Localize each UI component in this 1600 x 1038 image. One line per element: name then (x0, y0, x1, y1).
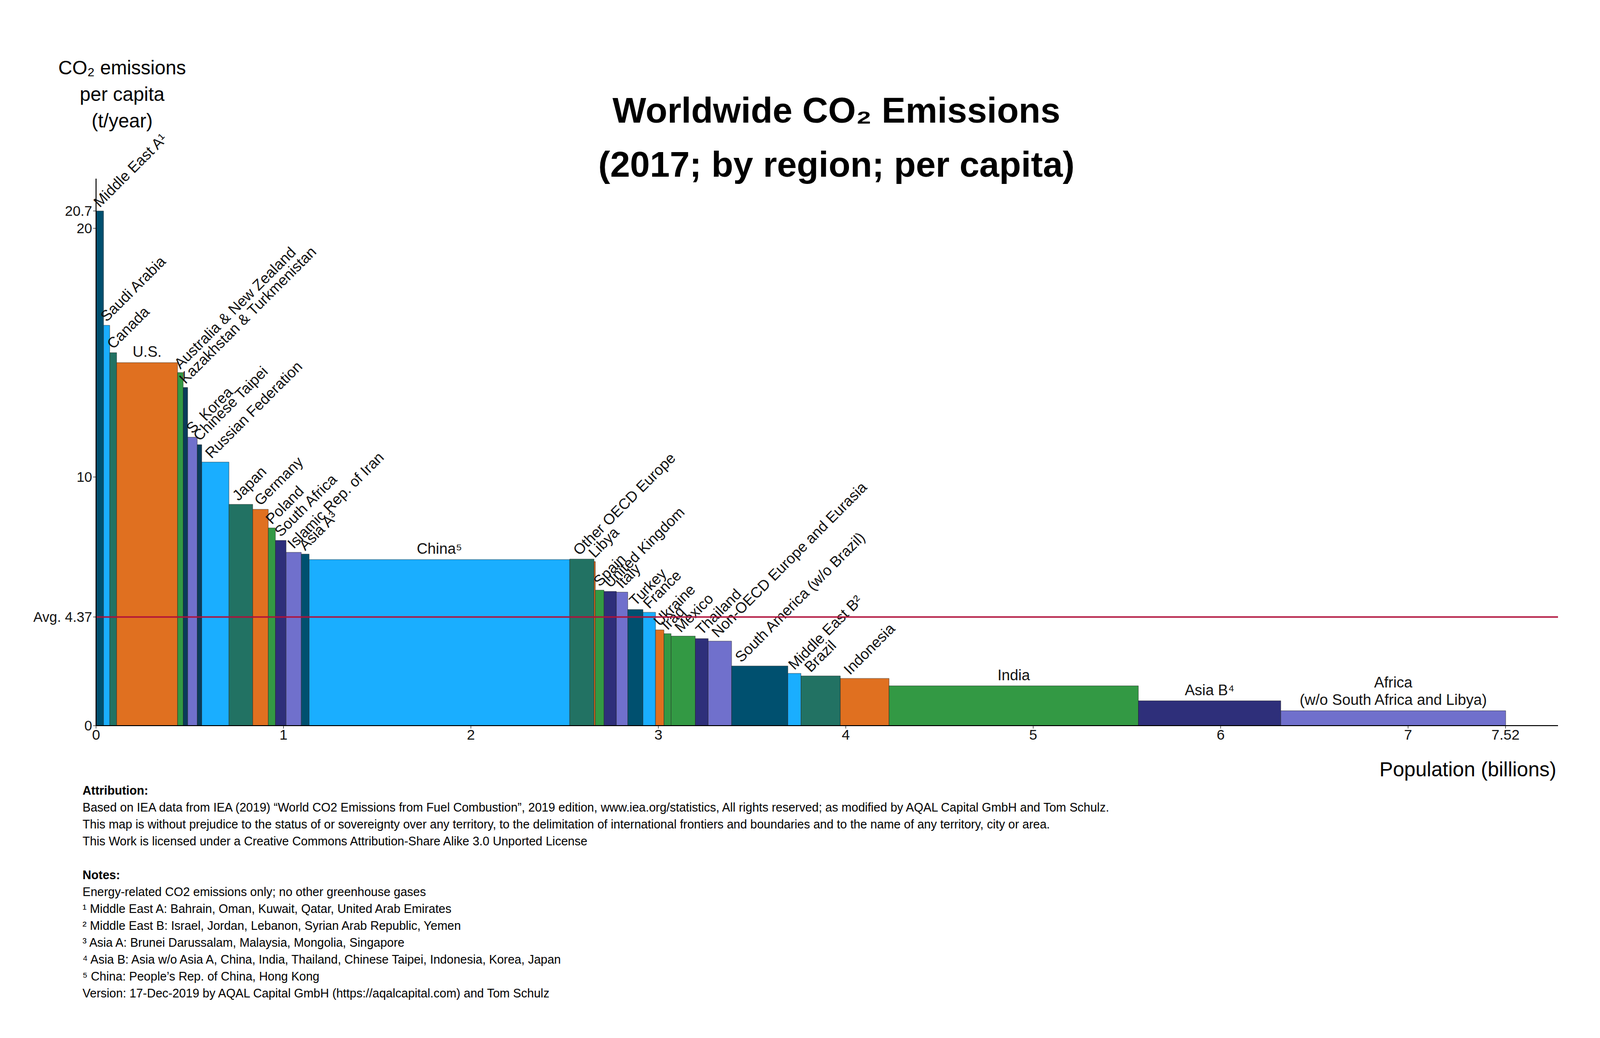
svg-text:Kazakhstan & Turkmenistan: Kazakhstan & Turkmenistan (175, 243, 320, 387)
html-text:⁵ China: People’s Rep. of Chin: ⁵ China: People’s Rep. of China, Hong Ko… (82, 969, 320, 983)
svg-text:Poland: Poland (262, 482, 308, 528)
html-text:⁴ Asia B: Asia w/o Asia A, Chi: ⁴ Asia B: Asia w/o Asia A, China, India,… (82, 952, 561, 966)
html-text:This map is without prejudice: This map is without prejudice to the sta… (82, 817, 1050, 831)
svg-text:Germany: Germany (250, 453, 307, 509)
svg-text:Avg. 4.37: Avg. 4.37 (33, 609, 93, 625)
html-text:(2017; by region; per capita): (2017; by region; per capita) (598, 144, 1075, 185)
svg-text:South Africa: South Africa (271, 470, 341, 540)
svg-text:3: 3 (654, 726, 663, 743)
html-text:This Work is licensed under a: This Work is licensed under a Creative C… (82, 834, 588, 848)
svg-text:0: 0 (84, 717, 93, 734)
svg-text:U.S.: U.S. (132, 343, 162, 361)
svg-text:Australia & New Zealand: Australia & New Zealand (170, 243, 300, 373)
html-text:CO₂ emissions per capita (t/ye: CO₂ emissions per capita (t/year) (58, 56, 186, 132)
svg-text:Asia B⁴: Asia B⁴ (1184, 681, 1235, 699)
svg-text:Mexico: Mexico (671, 589, 717, 636)
html-text:Population (billions): Population (billions) (1379, 757, 1557, 781)
svg-text:Indonesia: Indonesia (840, 619, 899, 678)
html-text:Attribution:: Attribution: (82, 783, 149, 797)
svg-text:Middle East A¹: Middle East A¹ (90, 130, 171, 211)
svg-text:Chinese Taipei: Chinese Taipei (189, 362, 272, 445)
svg-text:Other OECD Europe: Other OECD Europe (570, 449, 680, 559)
svg-text:Asia A³: Asia A³ (295, 507, 342, 554)
svg-text:United Kingdom: United Kingdom (600, 503, 688, 591)
html-text:Notes:: Notes: (82, 867, 121, 882)
svg-text:South America (w/o Brazil): South America (w/o Brazil) (731, 528, 869, 666)
svg-text:Japan: Japan (229, 462, 270, 504)
svg-text:Islamic Rep. of Iran: Islamic Rep. of Iran (284, 448, 388, 552)
html-text:Version: 17-Dec-2019 by AQAL C: Version: 17-Dec-2019 by AQAL Capital Gmb… (82, 986, 550, 1000)
svg-text:2: 2 (466, 726, 475, 743)
svg-text:Iraq: Iraq (657, 602, 689, 633)
html-text:Energy-related CO2 emissions o: Energy-related CO2 emissions only; no ot… (82, 884, 426, 899)
html-text:Worldwide CO₂ Emissions: Worldwide CO₂ Emissions (612, 90, 1061, 131)
svg-text:Turkey: Turkey (625, 564, 670, 609)
svg-text:7: 7 (1404, 726, 1413, 743)
html-text:¹ Middle East A: Bahrain, Oman: ¹ Middle East A: Bahrain, Oman, Kuwait, … (82, 901, 452, 916)
svg-text:Brazil: Brazil (801, 636, 840, 676)
svg-text:20.7: 20.7 (65, 203, 93, 219)
svg-text:Russian Federation: Russian Federation (201, 357, 306, 462)
svg-text:5: 5 (1029, 726, 1038, 743)
svg-text:4: 4 (841, 726, 850, 743)
svg-text:6: 6 (1216, 726, 1225, 743)
svg-text:1: 1 (279, 726, 288, 743)
html-text:Based on IEA data from IEA (20: Based on IEA data from IEA (2019) “World… (82, 800, 1110, 814)
svg-text:India: India (997, 666, 1031, 684)
svg-text:Thailand: Thailand (692, 585, 745, 638)
html-text:² Middle East B: Israel, Jorda: ² Middle East B: Israel, Jordan, Lebanon… (82, 918, 461, 933)
svg-text:0: 0 (92, 726, 101, 743)
svg-text:Libya: Libya (585, 523, 623, 561)
html-text:³ Asia A: Brunei Darussalam, M: ³ Asia A: Brunei Darussalam, Malaysia, M… (82, 935, 405, 949)
svg-text:Italy: Italy (612, 560, 644, 592)
svg-text:Saudi Arabia: Saudi Arabia (97, 252, 170, 325)
svg-text:Africa(w/o South Africa and Li: Africa(w/o South Africa and Libya) (1299, 673, 1488, 709)
svg-text:Middle East B²: Middle East B² (784, 591, 866, 673)
svg-text:Canada: Canada (103, 303, 153, 353)
svg-text:France: France (639, 566, 685, 612)
svg-text:China⁵: China⁵ (416, 540, 462, 557)
svg-text:10: 10 (76, 469, 93, 485)
svg-text:S. Korea: S. Korea (182, 383, 237, 437)
svg-text:7.52: 7.52 (1491, 726, 1520, 743)
svg-text:20: 20 (76, 220, 93, 237)
